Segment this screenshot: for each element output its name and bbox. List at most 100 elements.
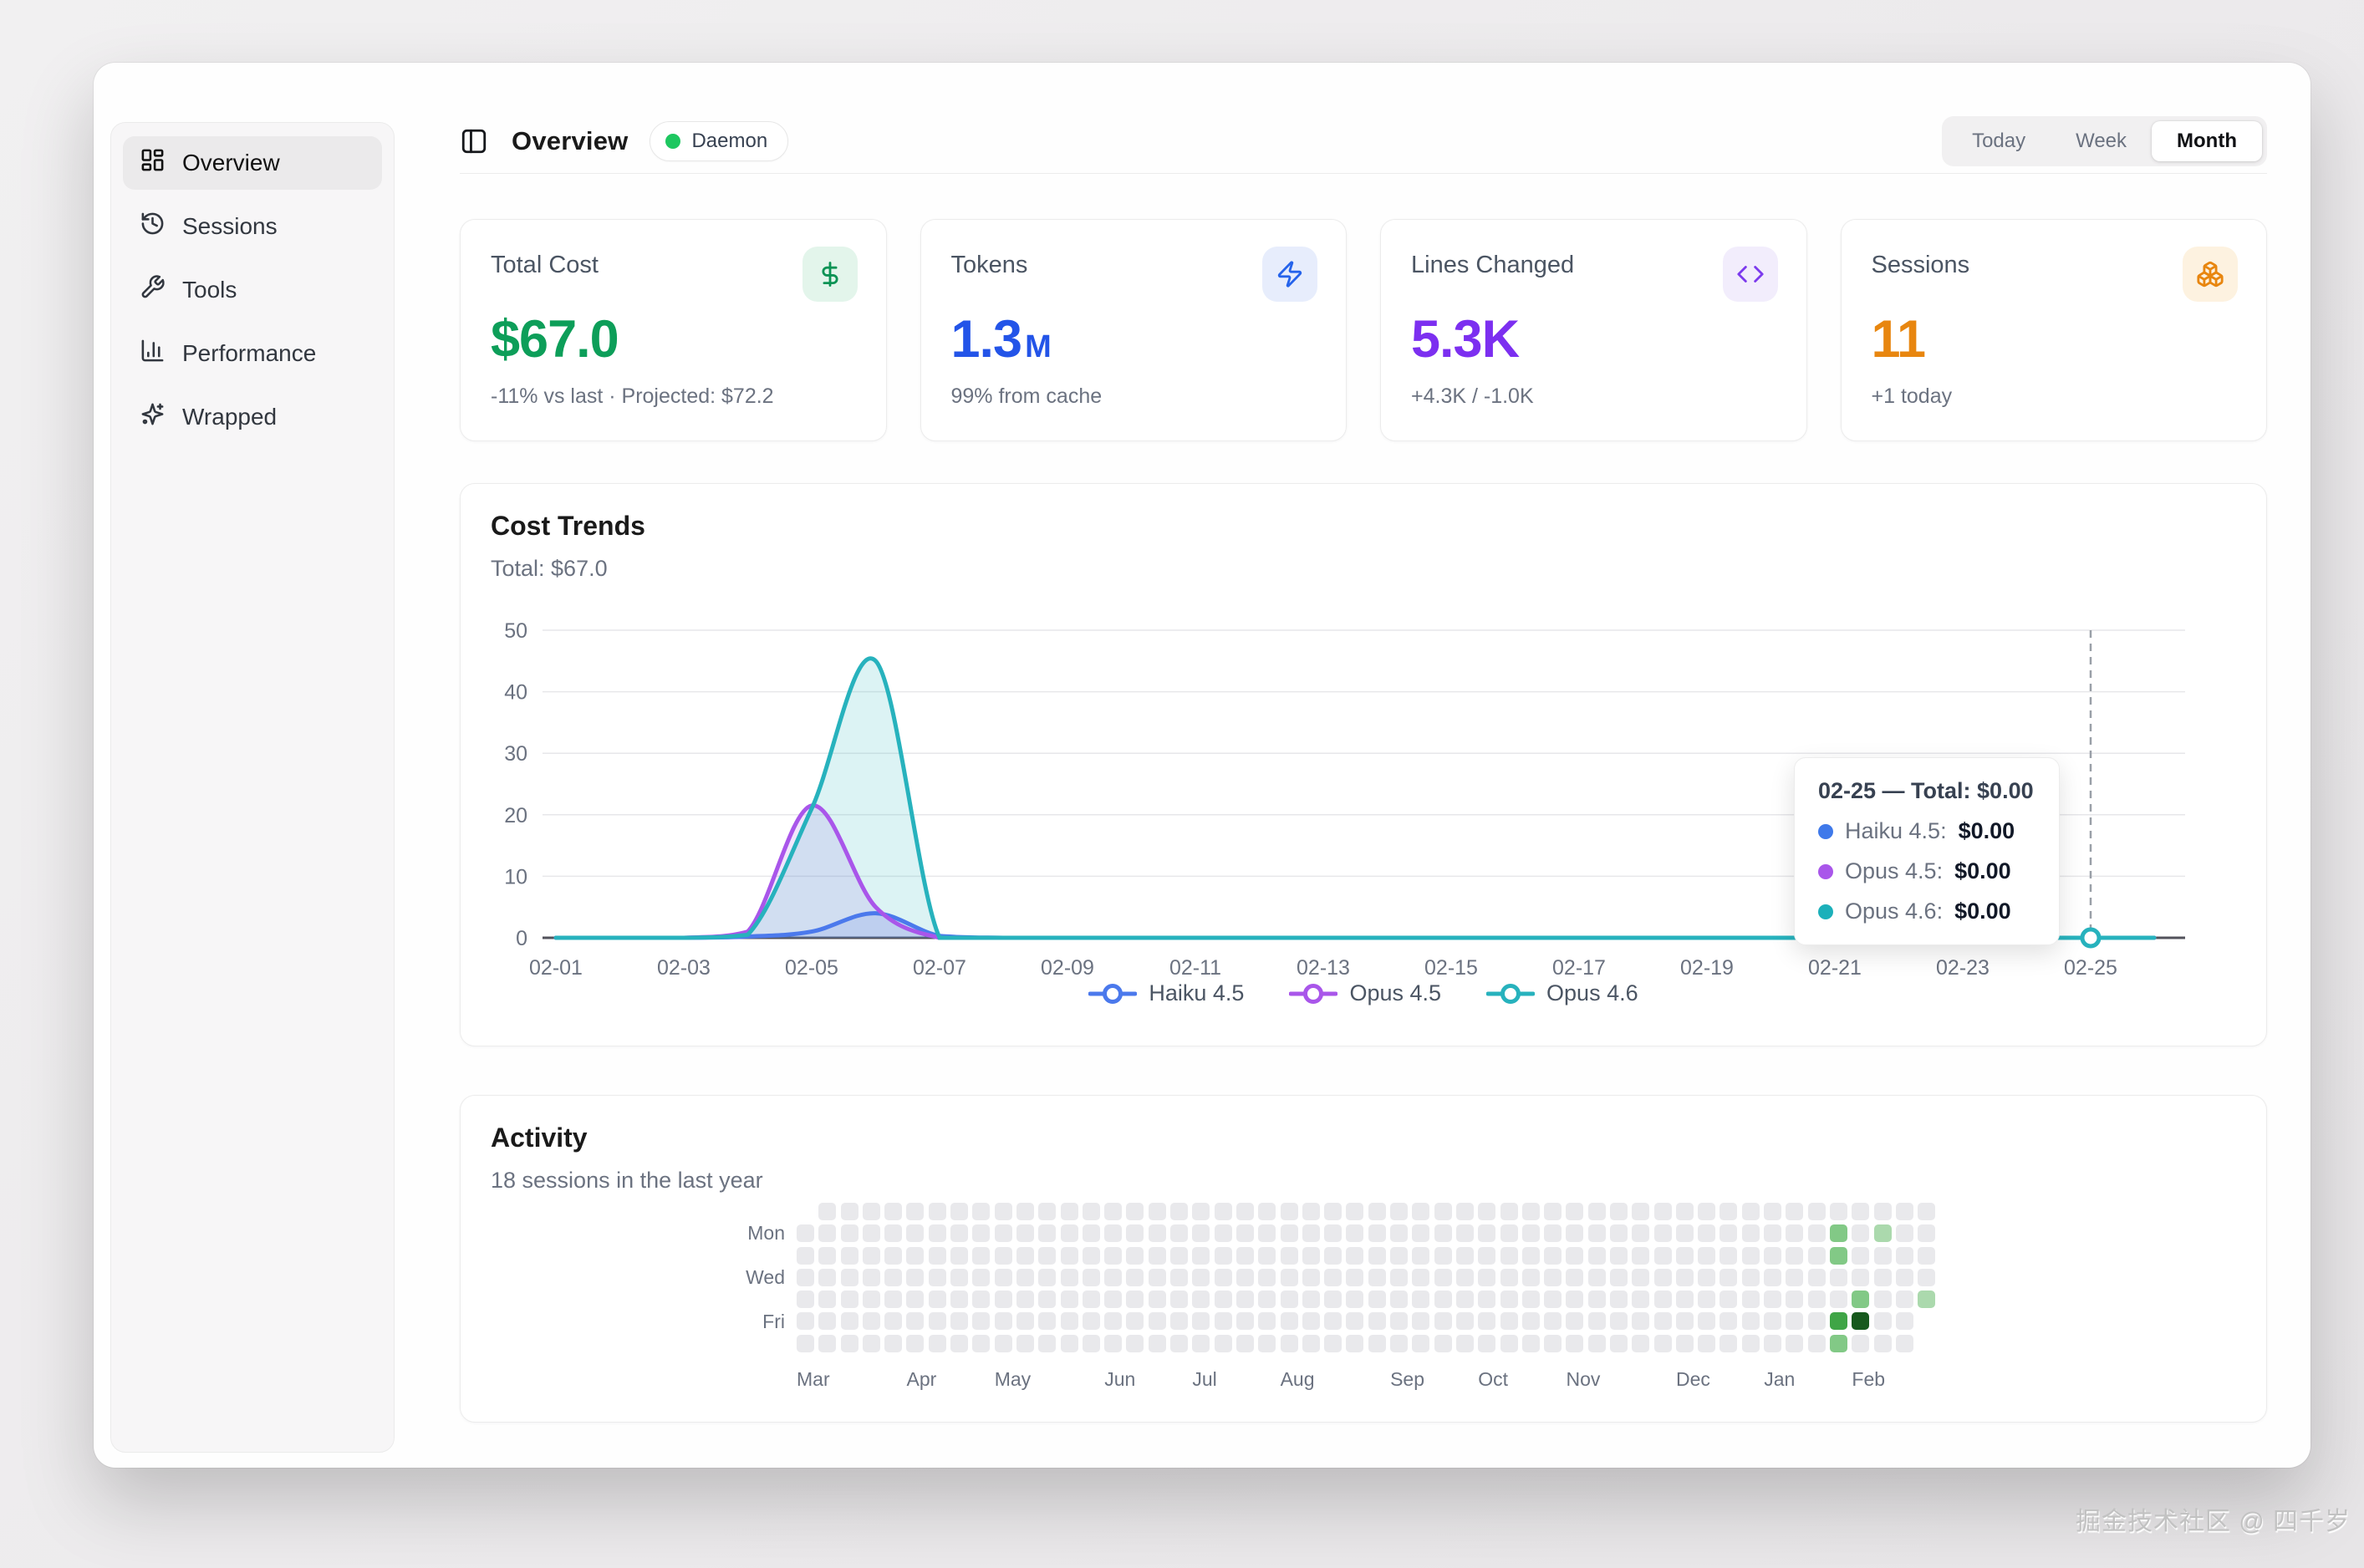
heatmap-cell[interactable]: [1434, 1203, 1452, 1220]
heatmap-cell[interactable]: [1698, 1224, 1716, 1243]
heatmap-cell[interactable]: [1104, 1291, 1123, 1309]
heatmap-cell[interactable]: [1873, 1291, 1892, 1309]
heatmap-cell[interactable]: [884, 1268, 903, 1286]
heatmap-cell[interactable]: [1060, 1268, 1078, 1286]
heatmap-cell[interactable]: [862, 1291, 880, 1309]
heatmap-cell[interactable]: [1082, 1312, 1100, 1331]
heatmap-cell[interactable]: [1566, 1334, 1584, 1352]
heatmap-cell[interactable]: [1632, 1203, 1650, 1220]
heatmap-cell[interactable]: [1807, 1246, 1826, 1265]
heatmap-cell[interactable]: [1852, 1268, 1870, 1286]
sidebar-item-sessions[interactable]: Sessions: [123, 200, 382, 253]
heatmap-cell[interactable]: [862, 1224, 880, 1243]
heatmap-cell[interactable]: [1412, 1246, 1430, 1265]
heatmap-cell[interactable]: [1302, 1224, 1320, 1243]
heatmap-cell[interactable]: [1544, 1268, 1562, 1286]
heatmap-cell[interactable]: [1478, 1224, 1496, 1243]
heatmap-cell[interactable]: [1104, 1312, 1123, 1331]
heatmap-cell[interactable]: [906, 1224, 925, 1243]
heatmap-cell[interactable]: [906, 1246, 925, 1265]
heatmap-cell[interactable]: [1500, 1246, 1518, 1265]
heatmap-cell[interactable]: [1720, 1291, 1738, 1309]
heatmap-cell[interactable]: [818, 1203, 837, 1220]
heatmap-cell[interactable]: [1170, 1268, 1189, 1286]
heatmap-cell[interactable]: [1521, 1203, 1540, 1220]
heatmap-cell[interactable]: [1609, 1203, 1628, 1220]
heatmap-cell[interactable]: [1675, 1203, 1694, 1220]
heatmap-cell[interactable]: [1653, 1291, 1672, 1309]
heatmap-cell[interactable]: [1478, 1312, 1496, 1331]
heatmap-cell[interactable]: [884, 1291, 903, 1309]
heatmap-cell[interactable]: [950, 1246, 969, 1265]
heatmap-cell[interactable]: [1016, 1224, 1034, 1243]
heatmap-cell[interactable]: [797, 1268, 814, 1286]
heatmap-cell[interactable]: [1786, 1246, 1804, 1265]
heatmap-cell[interactable]: [1587, 1246, 1606, 1265]
heatmap-cell[interactable]: [1852, 1291, 1870, 1309]
heatmap-cell[interactable]: [1873, 1203, 1892, 1220]
heatmap-cell[interactable]: [1698, 1334, 1716, 1352]
heatmap-cell[interactable]: [1675, 1334, 1694, 1352]
heatmap-cell[interactable]: [1214, 1246, 1232, 1265]
heatmap-cell[interactable]: [928, 1268, 946, 1286]
sidebar-item-wrapped[interactable]: Wrapped: [123, 390, 382, 444]
heatmap-cell[interactable]: [1521, 1246, 1540, 1265]
heatmap-cell[interactable]: [1016, 1334, 1034, 1352]
heatmap-cell[interactable]: [1675, 1246, 1694, 1265]
heatmap-cell[interactable]: [1082, 1203, 1100, 1220]
heatmap-cell[interactable]: [1675, 1224, 1694, 1243]
heatmap-cell[interactable]: [1807, 1291, 1826, 1309]
heatmap-cell[interactable]: [1873, 1268, 1892, 1286]
heatmap-cell[interactable]: [1544, 1312, 1562, 1331]
heatmap-cell[interactable]: [1346, 1334, 1364, 1352]
heatmap-cell[interactable]: [862, 1312, 880, 1331]
heatmap-cell[interactable]: [1082, 1334, 1100, 1352]
heatmap-cell[interactable]: [1346, 1203, 1364, 1220]
heatmap-cell[interactable]: [1324, 1291, 1342, 1309]
heatmap-cell[interactable]: [1038, 1312, 1057, 1331]
heatmap-cell[interactable]: [994, 1203, 1012, 1220]
heatmap-cell[interactable]: [1895, 1203, 1913, 1220]
heatmap-cell[interactable]: [1500, 1312, 1518, 1331]
heatmap-cell[interactable]: [884, 1246, 903, 1265]
heatmap-cell[interactable]: [928, 1312, 946, 1331]
heatmap-cell[interactable]: [1390, 1312, 1409, 1331]
heatmap-cell[interactable]: [1698, 1203, 1716, 1220]
heatmap-cell[interactable]: [1258, 1334, 1276, 1352]
heatmap-cell[interactable]: [1544, 1291, 1562, 1309]
heatmap-cell[interactable]: [1302, 1268, 1320, 1286]
heatmap-cell[interactable]: [1653, 1334, 1672, 1352]
heatmap-cell[interactable]: [1170, 1224, 1189, 1243]
heatmap-cell[interactable]: [1918, 1224, 1936, 1243]
heatmap-cell[interactable]: [1698, 1312, 1716, 1331]
heatmap-cell[interactable]: [1500, 1224, 1518, 1243]
heatmap-cell[interactable]: [1258, 1268, 1276, 1286]
heatmap-cell[interactable]: [1852, 1334, 1870, 1352]
heatmap-cell[interactable]: [1170, 1312, 1189, 1331]
heatmap-cell[interactable]: [1104, 1268, 1123, 1286]
heatmap-cell[interactable]: [1412, 1224, 1430, 1243]
heatmap-cell[interactable]: [1895, 1246, 1913, 1265]
heatmap-cell[interactable]: [884, 1224, 903, 1243]
range-option-month[interactable]: Month: [2152, 120, 2262, 161]
heatmap-cell[interactable]: [797, 1312, 814, 1331]
heatmap-cell[interactable]: [1478, 1203, 1496, 1220]
heatmap-cell[interactable]: [1829, 1312, 1847, 1331]
heatmap-cell[interactable]: [1720, 1312, 1738, 1331]
heatmap-cell[interactable]: [1675, 1312, 1694, 1331]
heatmap-cell[interactable]: [1455, 1312, 1474, 1331]
heatmap-cell[interactable]: [1829, 1334, 1847, 1352]
heatmap-cell[interactable]: [840, 1224, 858, 1243]
heatmap-cell[interactable]: [1632, 1312, 1650, 1331]
heatmap-cell[interactable]: [1807, 1268, 1826, 1286]
heatmap-cell[interactable]: [1764, 1246, 1782, 1265]
heatmap-cell[interactable]: [1741, 1268, 1760, 1286]
heatmap-cell[interactable]: [1587, 1224, 1606, 1243]
heatmap-cell[interactable]: [1609, 1334, 1628, 1352]
heatmap-cell[interactable]: [1346, 1268, 1364, 1286]
heatmap-cell[interactable]: [1148, 1246, 1166, 1265]
heatmap-cell[interactable]: [797, 1291, 814, 1309]
heatmap-cell[interactable]: [1126, 1334, 1144, 1352]
heatmap-cell[interactable]: [1235, 1268, 1254, 1286]
heatmap-cell[interactable]: [1324, 1203, 1342, 1220]
